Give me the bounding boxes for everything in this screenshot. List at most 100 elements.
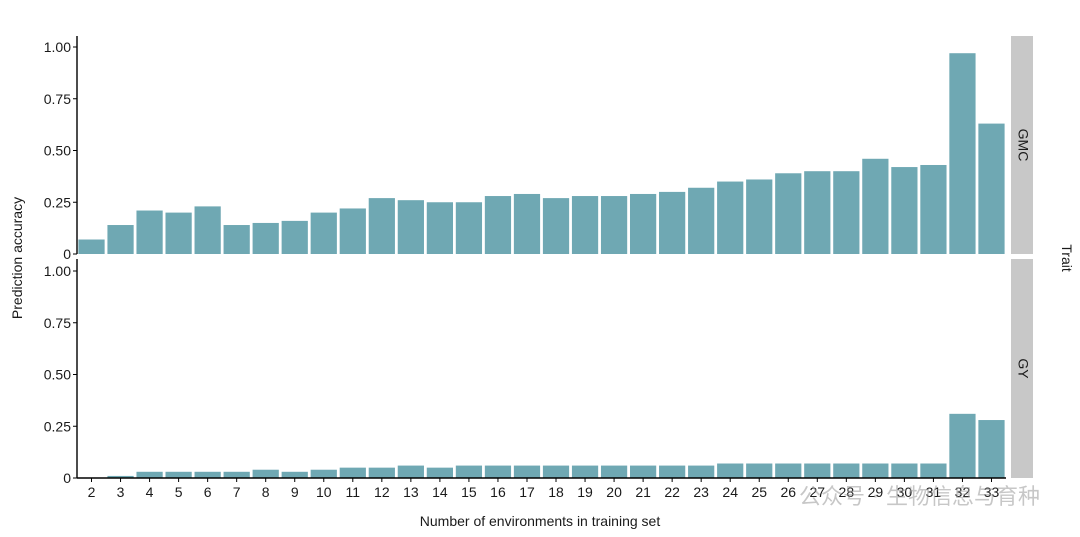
bar <box>571 196 599 254</box>
bar <box>281 471 308 478</box>
bar <box>339 467 366 478</box>
x-tick-label: 30 <box>897 484 913 500</box>
bar <box>223 225 250 254</box>
y-tick-label: 0.25 <box>44 194 71 210</box>
bar <box>775 173 802 254</box>
facet-strip <box>1011 259 1033 478</box>
panel-gmc: 0 0.25 0.50 0.75 1.00 GMC <box>44 36 1033 262</box>
bar <box>629 465 657 478</box>
bar <box>688 187 715 254</box>
x-tick-label: 15 <box>461 484 477 500</box>
facet-title: Trait <box>1059 244 1075 272</box>
x-tick-label: 20 <box>606 484 622 500</box>
y-tick-label: 0.50 <box>44 143 71 159</box>
x-tick-label: 21 <box>635 484 651 500</box>
bar <box>978 420 1005 478</box>
x-tick-label: 27 <box>810 484 826 500</box>
bar <box>920 164 947 254</box>
watermark: 公众号 · 生物信息与育种 <box>799 485 1040 510</box>
y-tick-label: 0.50 <box>44 367 71 383</box>
bar <box>978 123 1005 254</box>
bar <box>368 467 395 478</box>
x-tick-label: 18 <box>548 484 564 500</box>
x-tick-label: 26 <box>780 484 796 500</box>
bar <box>455 202 483 254</box>
bar <box>949 413 976 478</box>
x-tick-label: 13 <box>403 484 419 500</box>
bar <box>281 220 308 254</box>
bar <box>78 239 105 254</box>
bar <box>571 465 599 478</box>
bar <box>717 181 744 254</box>
x-tick-label: 5 <box>175 484 183 500</box>
bar <box>717 463 744 478</box>
y-tick-label: 0.75 <box>44 315 71 331</box>
x-tick-label: 28 <box>839 484 855 500</box>
bar <box>688 465 715 478</box>
x-tick-label: 11 <box>346 484 361 500</box>
bar <box>426 467 453 478</box>
y-tick-label: 0 <box>63 470 71 486</box>
bar <box>165 471 192 478</box>
bar <box>600 465 628 478</box>
y-tick-label: 0 <box>63 246 71 262</box>
x-tick-label: 12 <box>374 484 390 500</box>
x-tick-label: 23 <box>693 484 709 500</box>
x-tick-label: 9 <box>291 484 299 500</box>
bar <box>600 196 628 254</box>
bar <box>746 179 773 254</box>
bar <box>542 198 570 254</box>
bar <box>223 471 250 478</box>
x-tick-label: 32 <box>955 484 971 500</box>
bar <box>804 463 831 478</box>
bar <box>165 212 192 254</box>
y-tick-label: 1.00 <box>44 263 71 279</box>
facet-strip-label: GMC <box>1015 129 1031 162</box>
bar <box>513 193 541 254</box>
bar <box>107 475 134 478</box>
x-axis: 2 3 4 5 6 7 8 9 10 11 12 13 14 15 16 17 18 19 20 21 22 23 24 25… <box>77 477 1006 500</box>
bar <box>629 193 657 254</box>
bar <box>862 463 889 478</box>
bar <box>891 167 918 254</box>
bar <box>339 208 366 254</box>
bar <box>659 191 686 254</box>
bar <box>833 463 860 478</box>
bar <box>136 471 163 478</box>
x-tick-label: 6 <box>204 484 212 500</box>
x-tick-label: 29 <box>868 484 884 500</box>
bar <box>862 158 889 254</box>
x-tick-label: 14 <box>432 484 448 500</box>
x-tick-label: 7 <box>233 484 241 500</box>
bar <box>397 200 424 254</box>
bar <box>368 198 395 254</box>
bar <box>833 171 860 254</box>
x-tick-label: 25 <box>751 484 767 500</box>
y-tick-label: 1.00 <box>44 39 71 55</box>
bar <box>194 471 221 478</box>
x-tick-label: 31 <box>926 484 942 500</box>
y-tick-label: 0.25 <box>44 418 71 434</box>
bar <box>949 53 976 255</box>
x-tick-label: 2 <box>88 484 96 500</box>
bar <box>252 222 279 254</box>
bar <box>891 463 918 478</box>
x-tick-label: 19 <box>577 484 593 500</box>
bar <box>484 196 512 254</box>
x-tick-label: 22 <box>664 484 680 500</box>
panels: 0 0.25 0.50 0.75 1.00 GMC 0 0.25 0.50 0.75 1.00 GY <box>44 36 1033 486</box>
bar <box>484 465 512 478</box>
y-axis-title: Prediction accuracy <box>9 197 25 319</box>
bar <box>775 463 802 478</box>
bar <box>804 171 831 254</box>
bar <box>513 465 541 478</box>
bar <box>310 212 337 254</box>
x-tick-label: 3 <box>117 484 125 500</box>
x-tick-label: 17 <box>519 484 535 500</box>
bar <box>659 465 686 478</box>
x-tick-label: 10 <box>316 484 332 500</box>
bar <box>542 465 570 478</box>
x-tick-label: 33 <box>984 484 1000 500</box>
x-tick-label: 4 <box>146 484 154 500</box>
